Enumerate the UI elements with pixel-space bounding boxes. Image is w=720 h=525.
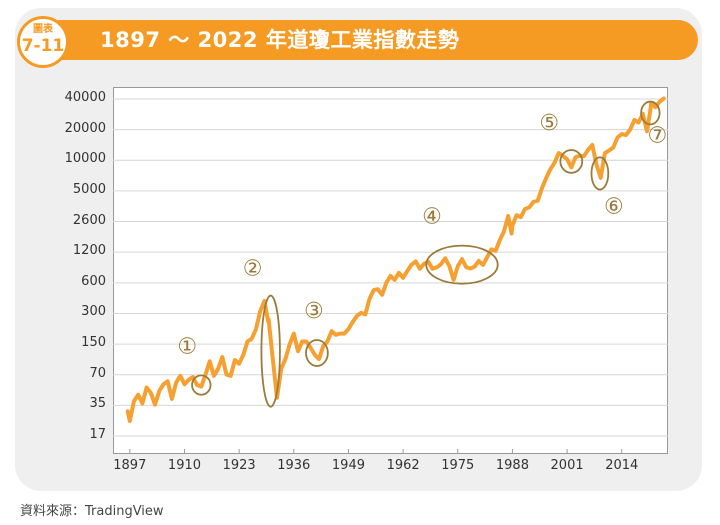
x-tick-label: 1975 <box>441 458 475 473</box>
annotation-ellipse <box>305 339 329 367</box>
annotation-label: ② <box>243 257 263 282</box>
y-tick-label: 70 <box>89 365 106 381</box>
annotation-label: ③ <box>304 299 324 324</box>
source-note: 資料來源：TradingView <box>20 504 164 519</box>
annotation-ellipse <box>425 244 499 285</box>
figure-badge-label: 圖表 <box>33 24 53 35</box>
annotation-label: ① <box>177 334 197 359</box>
y-tick-label: 5000 <box>72 181 106 197</box>
x-tick-label: 2014 <box>605 458 639 473</box>
annotation-label: ④ <box>422 205 442 230</box>
x-tick-label: 1897 <box>113 458 147 473</box>
figure-badge: 圖表 7-11 <box>17 16 69 68</box>
y-tick-label: 17 <box>89 427 106 442</box>
title-bar <box>48 20 698 60</box>
annotation-label: ⑥ <box>604 195 624 220</box>
y-tick-label: 600 <box>81 273 106 289</box>
y-tick-label: 10000 <box>64 151 106 167</box>
annotation-ellipse <box>191 374 212 396</box>
x-tick-label: 1962 <box>386 458 420 473</box>
y-tick-label: 300 <box>81 304 106 320</box>
chart-title: 1897 ～ 2022 年道瓊工業指數走勢 <box>100 28 460 52</box>
annotation-ellipse <box>590 156 610 191</box>
dji-series-line <box>125 96 666 423</box>
annotation-label: ⑦ <box>647 123 667 148</box>
x-tick-label: 1949 <box>331 458 365 473</box>
figure-number: 7-11 <box>21 36 65 56</box>
y-tick-label: 2600 <box>72 212 106 228</box>
x-tick-label: 1936 <box>277 458 311 473</box>
annotation-ellipse <box>260 294 281 408</box>
y-tick-label: 40000 <box>64 90 106 105</box>
y-tick-label: 150 <box>81 335 106 351</box>
x-tick-label: 2001 <box>550 458 584 473</box>
y-tick-label: 1200 <box>72 243 106 259</box>
annotation-ellipse <box>640 100 661 126</box>
y-tick-label: 35 <box>89 396 106 412</box>
x-tick-label: 1988 <box>495 458 529 473</box>
y-tick-label: 20000 <box>64 120 106 136</box>
annotation-label: ⑤ <box>539 111 559 136</box>
annotation-ellipse <box>559 149 584 174</box>
x-tick-label: 1923 <box>222 458 256 473</box>
x-tick-label: 1910 <box>167 458 202 473</box>
